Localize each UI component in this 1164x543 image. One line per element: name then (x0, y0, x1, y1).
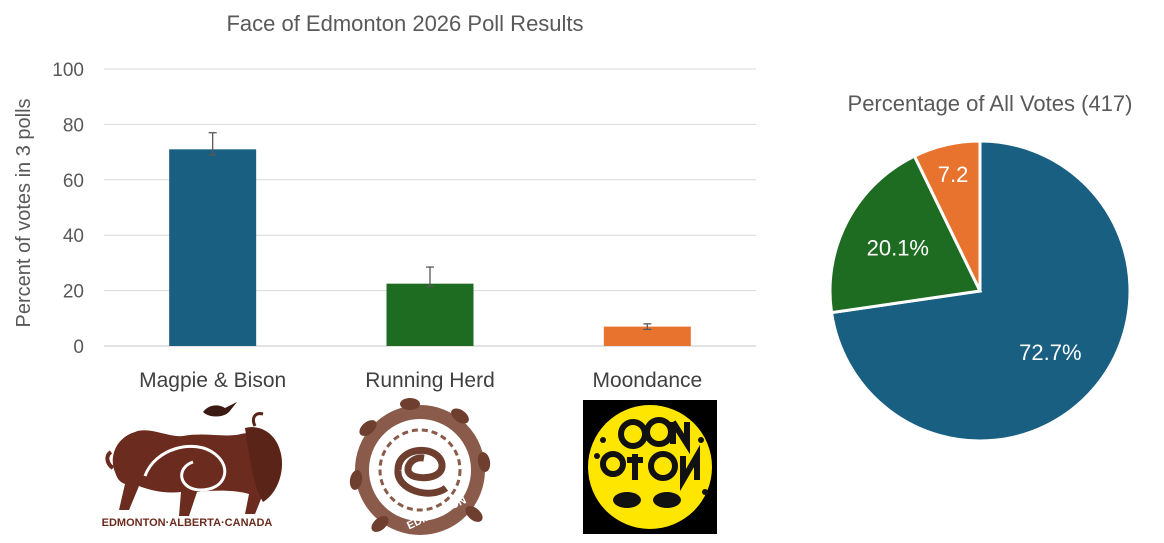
category-label: Moondance (592, 369, 702, 392)
pie-slice-label: 7.2 (938, 162, 969, 187)
pie-slice (912, 139, 982, 292)
error-bars (208, 132, 652, 331)
y-tick-label: 80 (63, 115, 84, 136)
pie-slice-label: 20.1% (867, 235, 929, 260)
error-bar (208, 132, 217, 156)
error-bar (643, 323, 652, 331)
bar (169, 149, 257, 346)
y-tick-label: 100 (52, 60, 84, 81)
bar-series (169, 149, 691, 346)
y-axis-ticks: 0 20 40 60 80 100 (52, 60, 84, 358)
pie-slice-label: 72.7% (1019, 340, 1081, 365)
category-labels: Magpie & Bison Running Herd Moondance (139, 369, 702, 392)
bar (386, 283, 474, 346)
category-label: Magpie & Bison (139, 369, 286, 392)
pie-slice (828, 154, 983, 315)
y-tick-label: 0 (73, 337, 84, 358)
moondance-logo (583, 400, 717, 534)
y-tick-label: 20 (63, 282, 84, 303)
bar-chart-title: Face of Edmonton 2026 Poll Results (226, 11, 583, 36)
bar (603, 326, 691, 346)
pie-slice-labels: 72.7% 20.1% 7.2 (867, 162, 1082, 365)
magpie-bison-logo-text: EDMONTON·ALBERTA·CANADA (102, 517, 273, 529)
category-label: Running Herd (365, 369, 495, 392)
magpie-bison-logo: EDMONTON·ALBERTA·CANADA (102, 402, 283, 529)
running-herd-logo: EDMONTON (349, 398, 491, 535)
pie-chart-title: Percentage of All Votes (417) (848, 91, 1133, 116)
y-axis-label: Percent of votes in 3 polls (13, 98, 35, 327)
y-tick-label: 60 (63, 171, 84, 192)
error-bar (426, 266, 434, 288)
pie-series (828, 139, 1132, 443)
y-tick-label: 40 (63, 226, 84, 247)
